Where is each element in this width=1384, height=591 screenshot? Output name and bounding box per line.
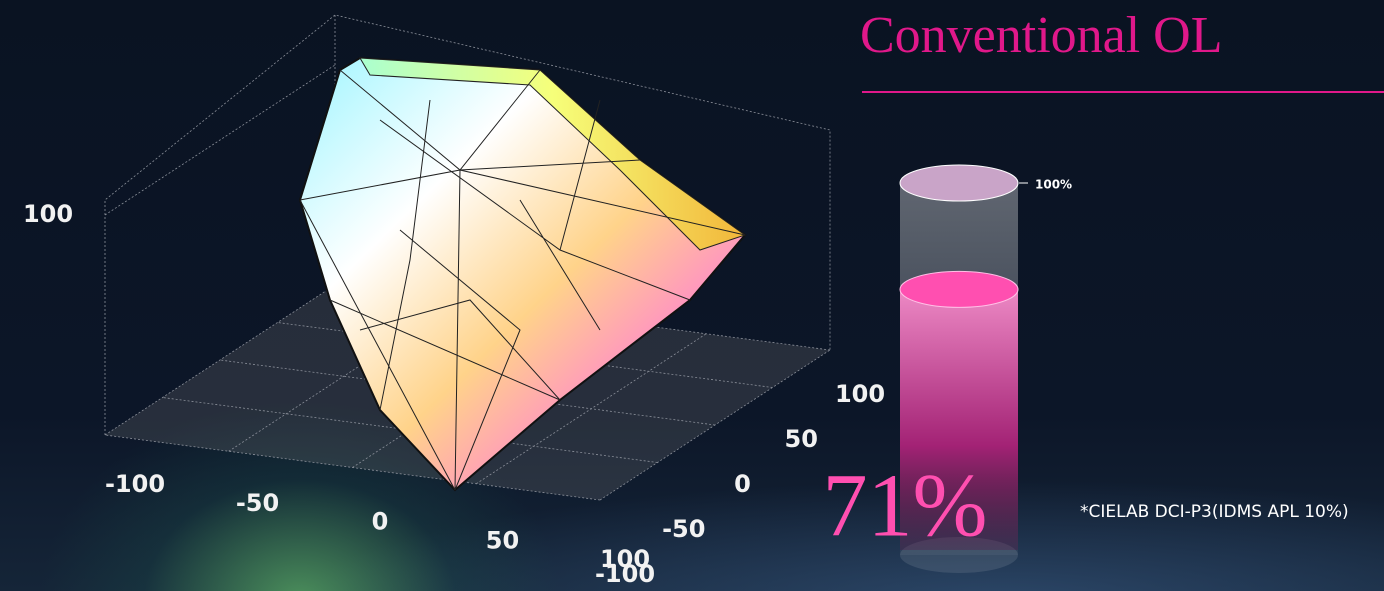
x-tick-label: 100 [600, 545, 650, 573]
y-tick-label: 100 [835, 380, 885, 408]
gauge-max-label: 100% [1035, 178, 1072, 192]
y-tick-label: 0 [734, 470, 751, 498]
gamut-volume [298, 56, 747, 492]
gauge-level [899, 270, 1019, 308]
footnote: *CIELAB DCI-P3(IDMS APL 10%) [1080, 502, 1349, 522]
y-tick-label: -50 [662, 515, 705, 543]
grid-line [104, 64, 336, 216]
x-tick-label: 50 [486, 526, 519, 554]
tube-top [899, 164, 1019, 202]
x-tick-label: -100 [105, 470, 165, 498]
y-tick-label: 50 [785, 425, 818, 453]
box-edge [104, 14, 831, 435]
y-tick-label: -100 [595, 560, 655, 588]
grid-line [104, 284, 336, 436]
z-tick-label: 100 [23, 200, 73, 228]
x-tick-label: -50 [236, 489, 279, 517]
gauge-fill [900, 289, 1018, 550]
gauge-value-label: 71% [823, 457, 988, 556]
title: Conventional OL [860, 7, 1223, 64]
x-tick-label: 0 [372, 508, 389, 536]
grid-line [104, 434, 601, 501]
